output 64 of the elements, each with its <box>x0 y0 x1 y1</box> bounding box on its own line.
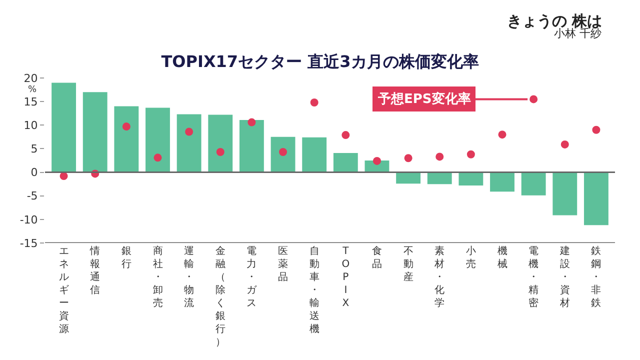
bar <box>114 106 139 172</box>
bar <box>176 114 202 172</box>
x-tick-label: 素材・化学 <box>434 245 445 309</box>
x-tick-label: 銀行 <box>121 246 132 270</box>
bar <box>333 152 358 172</box>
x-tick-label: 不動産 <box>403 246 414 283</box>
y-axis-title: % <box>28 85 37 95</box>
point <box>185 128 194 136</box>
bar <box>427 172 452 184</box>
point <box>530 95 538 104</box>
y-tick-label: -5 <box>26 190 38 203</box>
bar <box>82 92 108 172</box>
x-tick-label: 金融（除く銀行） <box>215 245 226 348</box>
x-tick-label: 食品 <box>372 245 382 270</box>
x-tick-label: 機械 <box>497 245 508 270</box>
y-tick-label: -15 <box>20 236 38 250</box>
point <box>436 152 444 161</box>
bar <box>239 120 264 172</box>
bar <box>146 108 170 172</box>
point <box>60 172 68 180</box>
x-tick-label: 電力・ガス <box>246 246 258 309</box>
point <box>404 154 412 162</box>
x-tick-label: 建設・資材 <box>558 245 570 309</box>
point <box>466 150 475 158</box>
y-tick-label: 20 <box>24 72 38 85</box>
x-tick-label: 商社・卸売 <box>152 245 163 309</box>
x-tick-label: エネルギー資源 <box>58 246 69 335</box>
x-tick-label: 鉄鋼・非鉄 <box>591 245 602 309</box>
x-tick-label: 運輸・物流 <box>184 245 194 309</box>
x-tick-label: 医薬品 <box>278 246 288 283</box>
x-tick-label: 小売 <box>466 245 476 270</box>
bar <box>396 172 421 184</box>
point <box>279 148 288 156</box>
point <box>154 154 162 162</box>
point <box>498 130 506 139</box>
bar <box>521 172 546 196</box>
bar <box>270 136 296 172</box>
bar <box>302 137 327 172</box>
bar <box>52 82 76 172</box>
point <box>122 122 130 131</box>
y-tick-label: 10 <box>24 118 38 132</box>
point <box>310 98 318 107</box>
point <box>248 118 256 126</box>
y-tick-label: -10 <box>20 213 38 226</box>
bar <box>490 172 514 192</box>
bar <box>552 172 578 216</box>
y-tick-label: 5 <box>30 142 38 156</box>
y-tick-label: 0 <box>30 166 38 180</box>
chart-title: TOPIX17セクター 直近3カ月の株価変化率 <box>161 52 479 71</box>
y-tick-label: 15 <box>24 95 38 108</box>
point <box>342 131 350 140</box>
bar <box>208 114 233 172</box>
x-tick-label: 情報通信 <box>89 245 100 296</box>
point <box>592 126 600 134</box>
x-tick-label: 自動車・輸送機 <box>309 245 320 335</box>
legend-label: 予想EPS変化率 <box>377 91 471 107</box>
point <box>560 140 569 148</box>
x-tick-label: 電機・精密 <box>528 246 539 309</box>
bar <box>584 172 608 226</box>
x-tick-label: TOPIX <box>342 246 350 309</box>
point <box>216 148 224 156</box>
text: 小林 千紗 <box>554 27 602 40</box>
bar <box>458 172 484 186</box>
point <box>372 156 381 165</box>
